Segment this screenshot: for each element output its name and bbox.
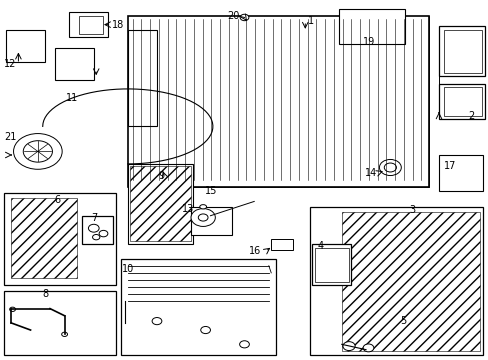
Bar [339,9,404,44]
Text: 19: 19 [362,37,374,48]
Bar [55,48,94,80]
Text: 13: 13 [182,203,194,213]
Bar [309,207,482,355]
Text: 16: 16 [249,247,261,256]
Bar [438,155,482,191]
Ellipse shape [379,159,401,176]
Text: 9: 9 [158,171,164,181]
Bar [311,244,351,285]
Bar [4,291,116,355]
Text: 3: 3 [408,205,414,215]
Bar [6,30,45,62]
Bar [11,198,77,278]
Text: 18: 18 [112,19,124,30]
Text: 11: 11 [66,93,78,103]
Text: 7: 7 [91,212,98,222]
Text: 17: 17 [443,161,455,171]
Bar [157,23,283,80]
Text: 1: 1 [307,16,313,26]
Text: 8: 8 [42,289,49,299]
Bar [443,87,481,116]
Bar [79,16,103,33]
Text: 20: 20 [227,12,239,21]
Ellipse shape [88,224,99,232]
Ellipse shape [14,134,62,169]
Ellipse shape [61,332,67,337]
Bar [271,239,292,249]
Bar [341,212,479,351]
Bar [4,193,116,285]
Bar [130,166,191,241]
Text: 6: 6 [54,195,60,204]
Ellipse shape [342,342,354,351]
Bar [81,216,113,244]
Text: 21: 21 [4,132,16,142]
Bar [127,16,428,187]
Bar [314,248,348,282]
Ellipse shape [99,230,108,237]
Bar [191,207,232,235]
Ellipse shape [240,14,248,21]
Text: 2: 2 [467,111,473,121]
Bar [292,23,419,80]
Bar [69,12,108,37]
Bar [127,164,193,244]
Ellipse shape [201,327,210,334]
Text: 10: 10 [122,264,134,274]
Ellipse shape [152,318,162,325]
Bar [157,87,283,158]
Bar [127,30,157,126]
Ellipse shape [363,344,373,352]
Ellipse shape [92,234,100,240]
Bar [443,30,481,73]
Ellipse shape [10,307,16,311]
Text: 15: 15 [204,186,217,196]
Ellipse shape [384,163,396,172]
Text: 5: 5 [399,316,406,326]
Bar [120,258,276,355]
Text: 12: 12 [4,59,16,69]
Bar [438,26,484,76]
Text: 14: 14 [365,168,377,178]
Ellipse shape [200,204,206,209]
Ellipse shape [239,341,249,348]
Ellipse shape [198,214,207,221]
Ellipse shape [23,141,52,162]
Text: 4: 4 [317,241,323,251]
Bar [127,16,428,187]
Ellipse shape [191,208,215,226]
Bar [438,84,484,119]
Bar [292,87,419,158]
